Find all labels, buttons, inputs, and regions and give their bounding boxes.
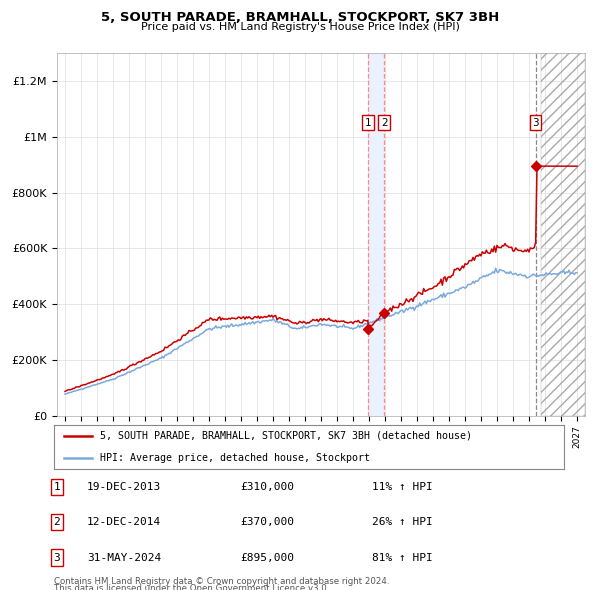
Text: £895,000: £895,000	[240, 553, 294, 562]
Text: 2: 2	[381, 118, 388, 128]
Bar	[541, 53, 585, 416]
Text: 19-DEC-2013: 19-DEC-2013	[87, 482, 161, 491]
Text: 12-DEC-2014: 12-DEC-2014	[87, 517, 161, 527]
Text: 26% ↑ HPI: 26% ↑ HPI	[372, 517, 433, 527]
Text: 1: 1	[53, 482, 61, 491]
Text: 31-MAY-2024: 31-MAY-2024	[87, 553, 161, 562]
Text: 81% ↑ HPI: 81% ↑ HPI	[372, 553, 433, 562]
Text: £370,000: £370,000	[240, 517, 294, 527]
Text: 5, SOUTH PARADE, BRAMHALL, STOCKPORT, SK7 3BH (detached house): 5, SOUTH PARADE, BRAMHALL, STOCKPORT, SK…	[100, 431, 472, 441]
Bar	[368, 53, 385, 416]
Text: 11% ↑ HPI: 11% ↑ HPI	[372, 482, 433, 491]
Text: £310,000: £310,000	[240, 482, 294, 491]
Text: Contains HM Land Registry data © Crown copyright and database right 2024.: Contains HM Land Registry data © Crown c…	[54, 577, 389, 586]
Text: HPI: Average price, detached house, Stockport: HPI: Average price, detached house, Stoc…	[100, 453, 370, 463]
Text: 5, SOUTH PARADE, BRAMHALL, STOCKPORT, SK7 3BH: 5, SOUTH PARADE, BRAMHALL, STOCKPORT, SK…	[101, 11, 499, 24]
Text: 2: 2	[53, 517, 61, 527]
Text: 1: 1	[365, 118, 371, 128]
Text: 3: 3	[532, 118, 539, 128]
Text: This data is licensed under the Open Government Licence v3.0.: This data is licensed under the Open Gov…	[54, 584, 329, 590]
Text: Price paid vs. HM Land Registry's House Price Index (HPI): Price paid vs. HM Land Registry's House …	[140, 22, 460, 32]
Text: 3: 3	[53, 553, 61, 562]
